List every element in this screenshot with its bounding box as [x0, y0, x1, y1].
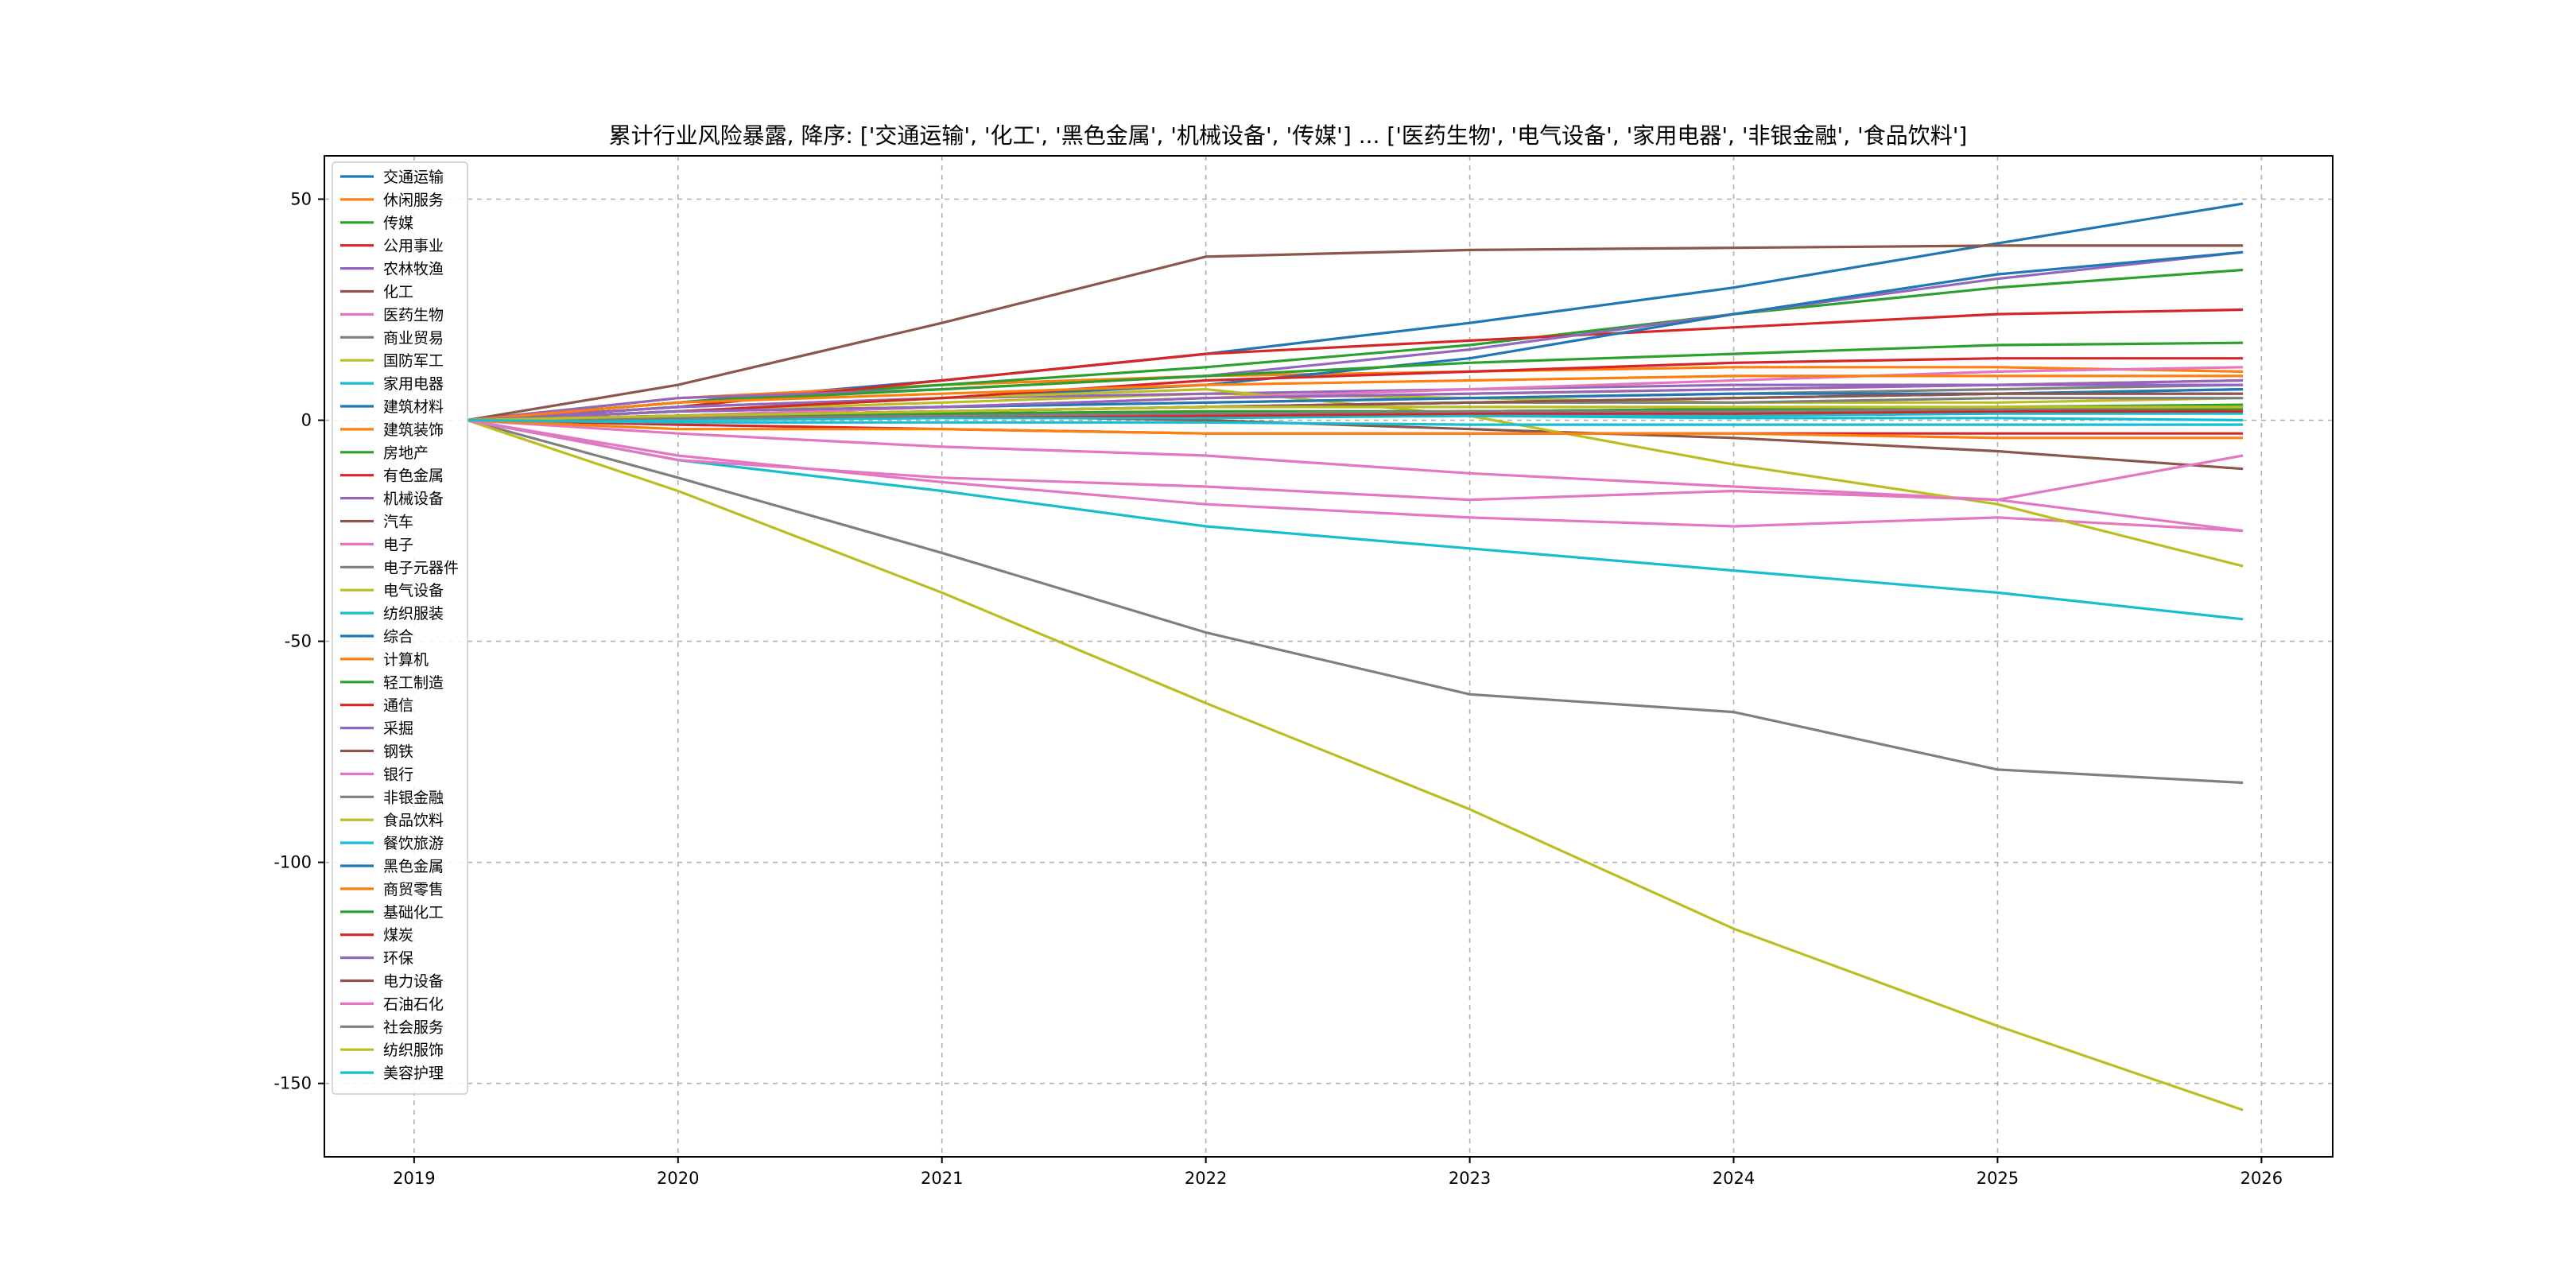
legend-label: 休闲服务: [383, 192, 444, 209]
y-tick-label: 0: [301, 411, 312, 430]
legend-label: 社会服务: [383, 1018, 444, 1036]
legend-label: 有色金属: [383, 467, 444, 485]
series-line-34: [467, 383, 2244, 422]
series-line-28: [466, 418, 2244, 1111]
legend-label: 电子元器件: [383, 559, 459, 576]
legend: 交通运输休闲服务传媒公用事业农林牧渔化工医药生物商业贸易国防军工家用电器建筑材料…: [332, 161, 468, 1095]
legend-label: 电力设备: [383, 973, 444, 991]
legend-label: 建筑材料: [383, 398, 444, 416]
legend-label: 采掘: [383, 720, 413, 738]
series-line-9: [466, 418, 2244, 621]
legend-label: 钢铁: [383, 743, 413, 761]
series-line-31: [467, 374, 2244, 422]
x-tick-label: 2023: [1449, 1169, 1491, 1188]
chart-title: 累计行业风险暴露, 降序: ['交通运输', '化工', '黑色金属', '机械…: [609, 122, 1968, 149]
y-axis: 50 0 -50 -100 -150: [274, 189, 324, 1093]
legend-label: 非银金融: [383, 789, 444, 806]
legend-label: 商业贸易: [383, 329, 444, 347]
legend-label: 化工: [383, 284, 413, 301]
legend-label: 汽车: [383, 514, 413, 531]
legend-label: 交通运输: [383, 169, 444, 186]
series-line-23: [467, 357, 2244, 422]
legend-label: 机械设备: [383, 491, 444, 508]
legend-label: 医药生物: [383, 306, 444, 324]
legend-box: [332, 161, 468, 1095]
legend-label: 银行: [383, 766, 413, 783]
series-line-21: [467, 418, 2244, 440]
plot-area-frame: [324, 155, 2334, 1158]
legend-label: 基础化工: [383, 904, 444, 921]
series-line-17: [466, 418, 2244, 785]
legend-label: 电子: [383, 536, 413, 553]
series-lines: [466, 202, 2244, 1111]
series-line-39: [467, 418, 2244, 426]
legend-label: 煤炭: [383, 927, 413, 945]
x-tick-label: 2019: [393, 1169, 435, 1188]
legend-label: 通信: [383, 697, 413, 715]
series-line-29: [467, 412, 2244, 422]
legend-label: 商贸零售: [383, 881, 444, 898]
legend-label: 国防军工: [383, 352, 444, 370]
x-axis: 2019 2020 2021 2022 2023 2024 2025 2026: [393, 1157, 2283, 1188]
x-tick-label: 2021: [921, 1169, 963, 1188]
series-line-37: [467, 405, 2244, 422]
legend-label: 环保: [383, 950, 413, 968]
x-tick-label: 2026: [2240, 1169, 2283, 1188]
legend-label: 计算机: [383, 651, 429, 669]
series-line-36: [466, 418, 2244, 533]
y-tick-label: -50: [285, 632, 312, 651]
series-line-5: [466, 244, 2244, 422]
x-tick-label: 2025: [1977, 1169, 2019, 1188]
legend-label: 电气设备: [383, 582, 444, 599]
series-line-3: [467, 308, 2244, 422]
legend-label: 黑色金属: [383, 858, 444, 875]
x-tick-label: 2020: [657, 1169, 699, 1188]
legend-label: 食品饮料: [383, 812, 444, 829]
y-tick-label: -150: [274, 1074, 312, 1093]
legend-label: 房地产: [383, 444, 429, 462]
legend-label: 综合: [383, 628, 413, 646]
legend-label: 石油石化: [383, 995, 444, 1013]
y-tick-label: -100: [274, 853, 312, 872]
x-tick-label: 2024: [1713, 1169, 1755, 1188]
legend-label: 餐饮旅游: [383, 835, 444, 852]
y-tick-label: 50: [290, 189, 312, 208]
x-tick-label: 2022: [1185, 1169, 1227, 1188]
legend-label: 家用电器: [383, 375, 444, 393]
legend-label: 公用事业: [383, 238, 444, 255]
series-line-4: [467, 250, 2244, 422]
series-line-6: [466, 418, 2244, 533]
legend-label: 轻工制造: [383, 674, 444, 692]
legend-label: 农林牧渔: [383, 261, 444, 278]
legend-label: 纺织服装: [383, 605, 444, 623]
series-line-38: [467, 405, 2244, 422]
legend-label: 建筑装饰: [383, 421, 444, 439]
legend-label: 传媒: [383, 215, 413, 232]
legend-label: 美容护理: [383, 1065, 444, 1082]
legend-label: 纺织服饰: [383, 1042, 444, 1059]
